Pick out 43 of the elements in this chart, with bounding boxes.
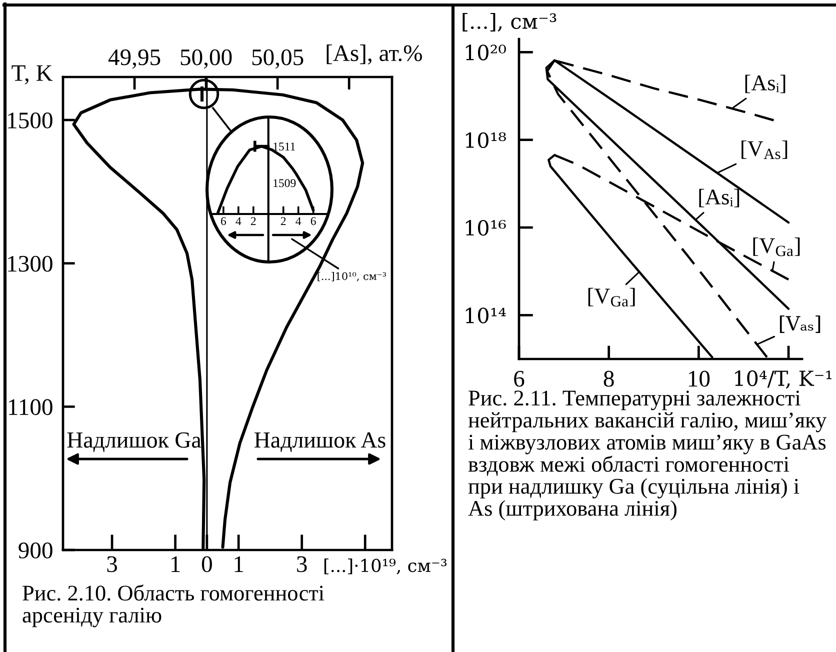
x-axis-title: [...]10¹⁰, см⁻³ <box>318 272 386 282</box>
y-tick-label: 900 <box>18 542 52 558</box>
series-label: [Vₐₛ] <box>780 316 820 333</box>
y-axis-title: T, K <box>12 65 53 84</box>
y-tick-label: 10¹⁸ <box>466 132 506 148</box>
annotation: [V$_{Ga}$] <box>588 288 635 307</box>
y-tick-label: 1509 <box>274 179 296 188</box>
x-tick-label: 3 <box>297 556 307 572</box>
x2-axis-title: [As], ат.% <box>326 44 422 65</box>
x-axis-title: [...]·10¹⁹, см⁻³ <box>324 558 447 574</box>
annotation: [V$_{Ga}$] <box>753 238 800 256</box>
x2-tick-label: 50,05 <box>252 49 304 69</box>
annotation: [Asᵢ] <box>745 74 786 94</box>
x-tick-label: 6 <box>514 370 524 387</box>
x2-tick-label: 49,95 <box>108 49 160 69</box>
x-tick-label: 2 <box>280 217 286 225</box>
annotation: Надлишок As <box>254 432 386 452</box>
y-tick-label: 10²⁰ <box>466 44 506 60</box>
x-tick-label: 2 <box>250 217 256 225</box>
x-tick-label: 6 <box>220 217 226 226</box>
text: Рис. 2.11. Температурні залежності нейтральних вакансій галію, миш’яку і міжвузлових атомів миш’яку в GaAs вздовж межі області гомогенності при надлишку Ga (суцільна лінія) і As (штрихована лінія) <box>468 390 827 520</box>
x-tick-label: 3 <box>107 556 118 572</box>
y-tick-label: 1100 <box>9 399 52 416</box>
y-tick-label: 10¹⁴ <box>466 308 506 324</box>
text: Рис. 2.10. Область гомогенності арсеніду галію <box>22 584 324 628</box>
y-axis-title: [...], см⁻³ <box>462 12 556 32</box>
series-label: [V$_{As}$] <box>742 140 788 160</box>
x-tick-label: 0 <box>202 556 212 572</box>
y-tick-label: 1300 <box>8 256 52 272</box>
x-tick-label: 1 <box>171 556 180 572</box>
x-axis-title: 10⁴/T, K⁻¹ <box>735 370 832 389</box>
x-tick-label: 4 <box>236 217 242 225</box>
x-tick-label: 8 <box>604 370 614 387</box>
x-tick-label: 10 <box>688 370 710 387</box>
x-tick-label: 6 <box>310 217 316 226</box>
y-tick-label: 1500 <box>8 112 52 128</box>
y-tick-label: 10¹⁶ <box>466 220 506 236</box>
x2-tick-label: 50,00 <box>180 49 232 69</box>
y-tick-label: 1511 <box>274 142 296 150</box>
x-tick-label: 4 <box>296 217 302 225</box>
x-tick-label: 1 <box>234 556 244 572</box>
annotation: Надлишок Ga <box>67 432 202 452</box>
annotation: [Asᵢ] <box>699 188 740 208</box>
